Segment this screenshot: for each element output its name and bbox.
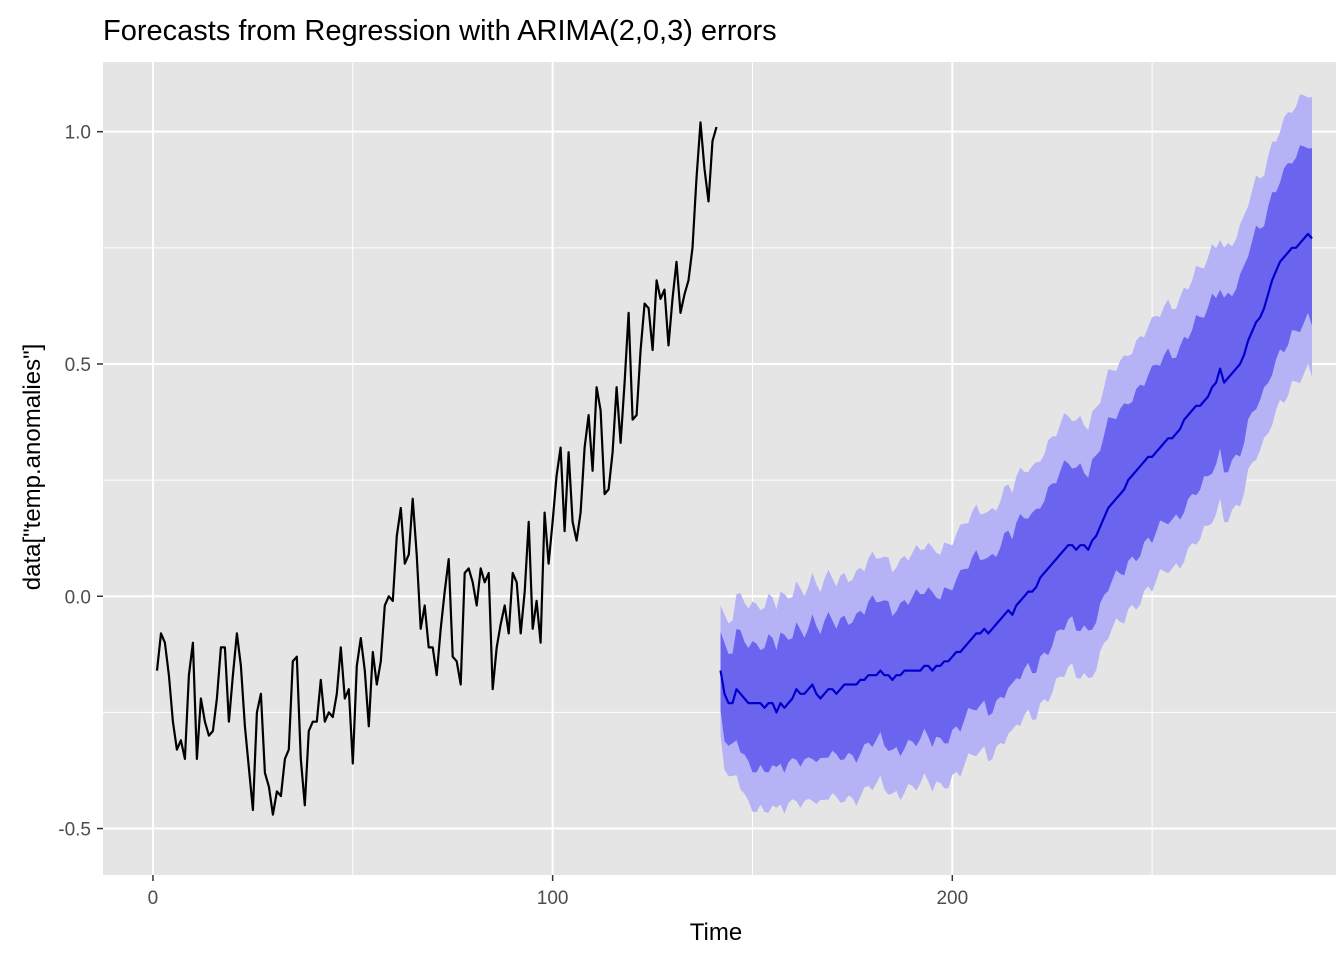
y-tick-label: 0.0 <box>65 587 91 608</box>
forecast-line <box>719 232 1313 714</box>
y-axis: -0.5 0.0 0.5 1.0 <box>58 123 103 841</box>
chart-title: Forecasts from Regression with ARIMA(2,0… <box>103 15 777 47</box>
y-tick-label: 1.0 <box>65 123 91 144</box>
x-tick-label: 200 <box>936 888 968 909</box>
x-tick-label: 100 <box>537 888 569 909</box>
band-80-pct <box>720 145 1312 773</box>
series-lines <box>155 121 1313 816</box>
history-line <box>155 121 718 816</box>
y-axis-title: data["temp.anomalies"] <box>19 344 46 591</box>
prediction-intervals <box>720 94 1312 814</box>
x-axis-title: Time <box>690 919 742 946</box>
x-axis: 0 100 200 <box>148 875 968 909</box>
y-tick-label: 0.5 <box>65 355 91 376</box>
x-tick-label: 0 <box>148 888 159 909</box>
y-tick-label: -0.5 <box>58 820 91 841</box>
